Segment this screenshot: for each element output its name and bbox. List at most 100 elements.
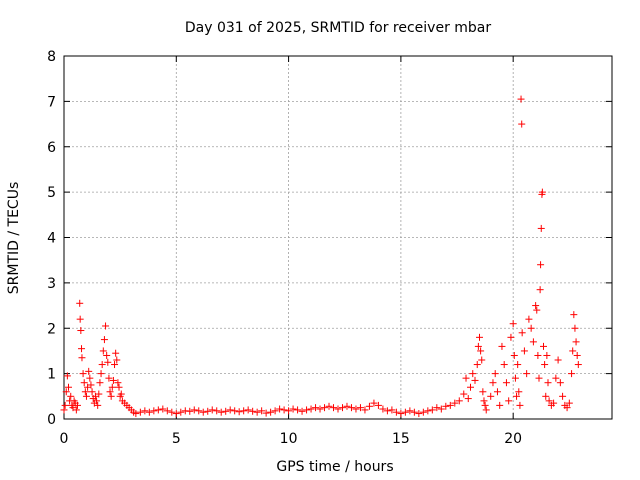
data-point [467, 383, 475, 391]
data-point [105, 374, 113, 382]
x-axis-label: GPS time / hours [276, 459, 393, 475]
data-point [94, 401, 102, 409]
data-point [559, 392, 567, 400]
data-point [106, 388, 114, 396]
data-point [240, 407, 248, 415]
data-point [132, 410, 140, 418]
data-point [574, 361, 582, 369]
data-point [529, 338, 537, 346]
data-point [80, 379, 88, 387]
y-tick-label: 1 [47, 367, 56, 383]
data-point [533, 306, 541, 314]
data-point [298, 407, 306, 415]
data-point [235, 408, 243, 416]
data-point [481, 401, 489, 409]
data-point [325, 402, 333, 410]
data-point [489, 379, 497, 387]
data-point [60, 406, 68, 414]
grid [64, 56, 612, 419]
data-point [571, 324, 579, 332]
data-point [552, 374, 560, 382]
data-point [343, 402, 351, 410]
y-tick-label: 3 [47, 276, 56, 292]
y-tick-label: 6 [47, 140, 56, 156]
data-point [437, 405, 445, 413]
data-point [76, 315, 84, 323]
data-point [446, 401, 454, 409]
data-point [109, 376, 117, 384]
data-point [316, 405, 324, 413]
data-points [60, 95, 582, 418]
data-point [518, 120, 526, 128]
data-point [500, 361, 508, 369]
data-point [383, 407, 391, 415]
data-point [86, 374, 94, 382]
data-point [542, 392, 550, 400]
data-point [401, 408, 409, 416]
data-point [168, 408, 176, 416]
data-point [115, 383, 123, 391]
data-point [249, 407, 257, 415]
data-point [544, 379, 552, 387]
data-point [96, 379, 104, 387]
data-point [534, 351, 542, 359]
data-point [72, 406, 80, 414]
data-point [95, 390, 103, 398]
data-point [415, 410, 423, 418]
data-point [518, 329, 526, 337]
data-point [556, 379, 564, 387]
y-tick-label: 0 [47, 412, 56, 428]
data-point [477, 347, 485, 355]
data-point [321, 404, 329, 412]
data-point [113, 356, 121, 364]
data-point [100, 336, 108, 344]
data-point [199, 408, 207, 416]
data-point [397, 410, 405, 418]
y-tick-label: 8 [47, 49, 56, 65]
data-point [280, 406, 288, 414]
data-point [442, 402, 450, 410]
data-point [159, 405, 167, 413]
chart-title: Day 031 of 2025, SRMTID for receiver mba… [185, 20, 492, 36]
data-point [569, 347, 577, 355]
data-point [509, 320, 517, 328]
data-point [370, 399, 378, 407]
data-point [104, 358, 112, 366]
data-point [475, 333, 483, 341]
y-tick-label: 7 [47, 94, 56, 110]
data-point [510, 351, 518, 359]
data-point [226, 406, 234, 414]
data-point [213, 407, 221, 415]
data-point [469, 370, 477, 378]
data-point [87, 381, 95, 389]
data-point [85, 367, 93, 375]
data-point [338, 404, 346, 412]
data-point [154, 406, 162, 414]
data-point [334, 405, 342, 413]
data-point [523, 370, 531, 378]
data-point [150, 407, 158, 415]
data-point [141, 407, 149, 415]
data-point [294, 406, 302, 414]
data-point [285, 407, 293, 415]
data-point [392, 408, 400, 416]
data-point [388, 406, 396, 414]
data-point [99, 347, 107, 355]
data-point [78, 354, 86, 362]
data-point [419, 408, 427, 416]
data-point [361, 406, 369, 414]
data-point [98, 361, 106, 369]
data-point [253, 408, 261, 416]
x-tick-label: 0 [60, 431, 69, 447]
data-point [541, 361, 549, 369]
data-point [424, 407, 432, 415]
data-point [491, 370, 499, 378]
data-point [572, 338, 580, 346]
data-point [479, 388, 487, 396]
x-tick-label: 20 [504, 431, 522, 447]
data-point [525, 315, 533, 323]
data-point [97, 370, 105, 378]
data-point [365, 402, 373, 410]
data-point [515, 388, 523, 396]
